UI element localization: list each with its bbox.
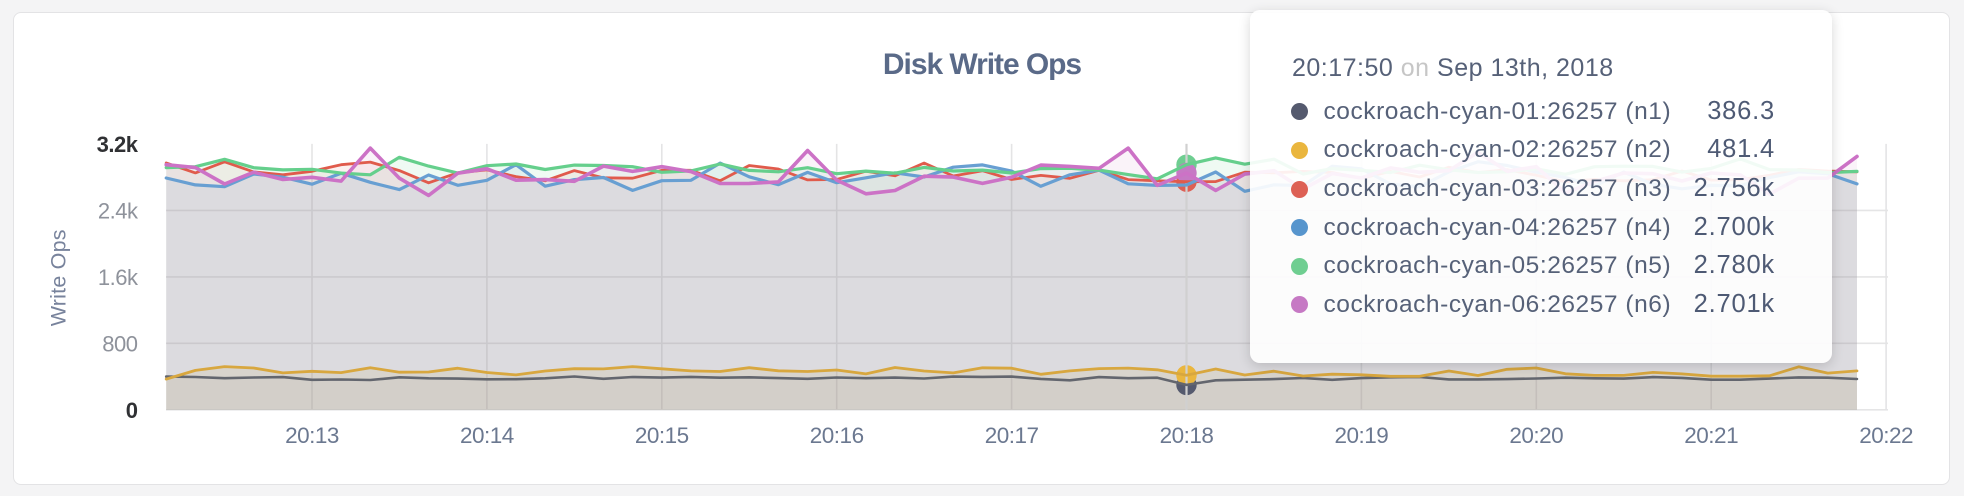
svg-text:20:15: 20:15 [635,423,689,448]
svg-text:20:19: 20:19 [1334,423,1388,448]
svg-text:0: 0 [126,398,138,423]
svg-text:20:20: 20:20 [1509,423,1563,448]
svg-text:20:21: 20:21 [1684,423,1738,448]
svg-text:20:14: 20:14 [460,423,514,448]
svg-text:Disk Write Ops: Disk Write Ops [883,48,1082,81]
svg-text:800: 800 [102,331,137,356]
svg-text:3.2k: 3.2k [97,132,139,157]
svg-text:20:16: 20:16 [810,423,864,448]
svg-text:2.4k: 2.4k [98,198,139,223]
svg-text:20:18: 20:18 [1160,423,1214,448]
svg-text:1.6k: 1.6k [98,265,139,290]
svg-text:20:17: 20:17 [985,423,1039,448]
svg-text:20:13: 20:13 [285,423,339,448]
svg-text:Write Ops: Write Ops [47,229,71,326]
svg-text:20:22: 20:22 [1859,423,1913,448]
